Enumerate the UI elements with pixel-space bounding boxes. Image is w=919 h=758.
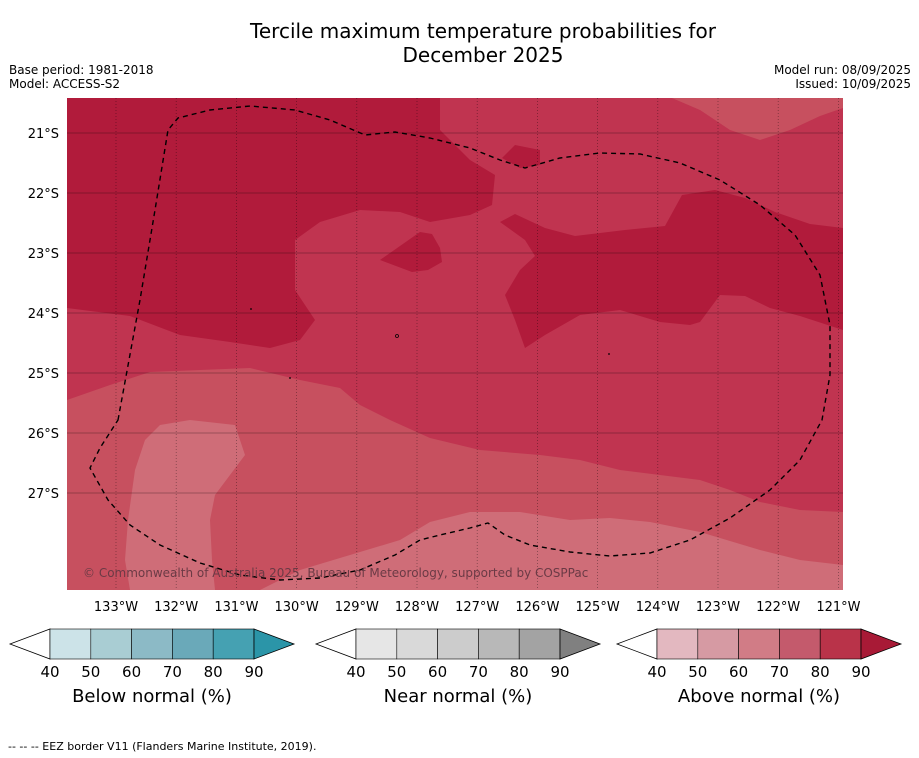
footnote: -- -- -- EEZ border V11 (Flanders Marine…	[8, 740, 317, 753]
base-period: Base period: 1981-2018	[9, 63, 154, 77]
lon-tick-label: 125°W	[576, 600, 620, 615]
colorbar-label-near: Near normal (%)	[383, 686, 533, 707]
colorbar-tick-label: 60	[122, 663, 141, 680]
longitude-labels: 133°W 132°W 131°W 130°W 129°W 128°W 127°W 126°W…	[94, 600, 861, 615]
lat-tick-label: 24°S	[28, 307, 59, 322]
colorbar-label-above: Above normal (%)	[677, 686, 841, 707]
copyright-text: © Commonwealth of Australia 2025, Bureau…	[83, 566, 588, 580]
colorbar-tick-label: 80	[811, 663, 830, 680]
lon-tick-label: 128°W	[395, 600, 439, 615]
colorbar-near-svg: 40 50 60 70 80 90	[314, 628, 602, 681]
region-above-80-west	[67, 98, 495, 348]
lon-tick-label: 130°W	[275, 600, 319, 615]
colorbar-tick-label: 80	[204, 663, 223, 680]
colorbar-segment	[212, 628, 255, 660]
lon-tick-label: 122°W	[756, 600, 800, 615]
lat-tick-label: 22°S	[28, 187, 59, 202]
eez-border	[89, 105, 831, 581]
lat-tick-label: 23°S	[28, 247, 59, 262]
colorbar-near-normal: 40 50 60 70 80 90	[314, 620, 604, 684]
model-run: Model run: 08/09/2025	[773, 63, 911, 77]
colorbar-segment	[396, 628, 438, 660]
lat-tick-label: 27°S	[28, 487, 59, 502]
lon-tick-label: 132°W	[154, 600, 198, 615]
colorbar-label-below: Below normal (%)	[72, 686, 232, 707]
colorbar-min-extend	[314, 628, 357, 660]
lat-tick-label: 25°S	[28, 367, 59, 382]
longitude-gridlines	[115, 98, 839, 590]
colorbar-tick-label: 70	[469, 663, 488, 680]
colorbar-tick-label: 40	[647, 663, 666, 680]
region-above-60-northeast	[672, 98, 843, 140]
colorbar-tick-label: 50	[387, 663, 406, 680]
region-above-50-west	[125, 420, 245, 590]
colorbar-tick-label: 50	[81, 663, 100, 680]
island-marker	[250, 308, 252, 310]
region-above-50-south	[260, 512, 843, 590]
colorbar-segment	[779, 628, 821, 660]
colorbar-max-extend	[559, 628, 602, 660]
region-above-80-island	[380, 232, 442, 272]
latitude-gridlines	[67, 132, 843, 494]
colorbar-min-extend	[615, 628, 658, 660]
colorbar-min-extend	[8, 628, 51, 660]
region-above-80-north	[502, 145, 540, 168]
lon-tick-label: 133°W	[94, 600, 138, 615]
colorbar-segment	[49, 628, 92, 660]
latitude-labels: 21°S 22°S 23°S 24°S 25°S 26°S 27°S	[28, 127, 59, 502]
colorbar-segment	[738, 628, 780, 660]
colorbar-segment	[437, 628, 479, 660]
island-marker	[608, 353, 610, 355]
colorbar-segment	[478, 628, 520, 660]
colorbar-tick-label: 40	[40, 663, 59, 680]
region-above-80-east	[500, 190, 843, 348]
colorbar-tick-label: 90	[244, 663, 263, 680]
colorbar-segment	[656, 628, 699, 660]
colorbar-above-svg: 40 50 60 70 80 90	[615, 628, 903, 681]
colorbar-tick-label: 60	[428, 663, 447, 680]
colorbar-tick-label: 70	[163, 663, 182, 680]
lon-tick-label: 127°W	[455, 600, 499, 615]
island-marker	[289, 377, 291, 379]
colorbar-tick-label: 90	[851, 663, 870, 680]
colorbar-tick-label: 80	[510, 663, 529, 680]
colorbar-tick-label: 70	[770, 663, 789, 680]
lon-tick-label: 123°W	[696, 600, 740, 615]
colorbar-above-normal: 40 50 60 70 80 90	[615, 620, 905, 684]
colorbar-tick-label: 50	[688, 663, 707, 680]
lat-tick-label: 26°S	[28, 427, 59, 442]
colorbar-segment	[697, 628, 739, 660]
map-container: © Commonwealth of Australia 2025, Bureau…	[28, 98, 861, 615]
colorbar-segment	[518, 628, 561, 660]
colorbar-segment	[819, 628, 862, 660]
colorbar-segment	[90, 628, 132, 660]
colorbar-tick-label: 90	[550, 663, 569, 680]
map-svg: © Commonwealth of Australia 2025, Bureau…	[28, 98, 861, 615]
title-line-2: December 2025	[402, 43, 564, 67]
lon-tick-label: 131°W	[214, 600, 258, 615]
colorbar-max-extend	[253, 628, 296, 660]
issued-date: Issued: 10/09/2025	[795, 77, 911, 91]
colorbar-max-extend	[860, 628, 903, 660]
lon-tick-label: 121°W	[816, 600, 860, 615]
colorbar-tick-label: 40	[346, 663, 365, 680]
island-marker	[395, 334, 399, 338]
lon-tick-label: 124°W	[636, 600, 680, 615]
colorbar-tick-label: 60	[729, 663, 748, 680]
lon-tick-label: 126°W	[515, 600, 559, 615]
lat-tick-label: 21°S	[28, 127, 59, 142]
colorbar-segment	[355, 628, 398, 660]
model-name: Model: ACCESS-S2	[9, 77, 121, 91]
colorbar-below-normal: 40 50 60 70 80 90	[8, 620, 298, 684]
lon-tick-label: 129°W	[335, 600, 379, 615]
colorbar-segment	[131, 628, 173, 660]
meta-left: Base period: 1981-2018 Model: ACCESS-S2	[9, 63, 154, 91]
meta-right: Model run: 08/09/2025 Issued: 10/09/2025	[774, 63, 911, 91]
colorbar-below-svg: 40 50 60 70 80 90	[8, 628, 296, 681]
colorbar-segment	[172, 628, 214, 660]
probability-field: © Commonwealth of Australia 2025, Bureau…	[67, 98, 843, 590]
title-line-1: Tercile maximum temperature probabilitie…	[250, 19, 716, 43]
